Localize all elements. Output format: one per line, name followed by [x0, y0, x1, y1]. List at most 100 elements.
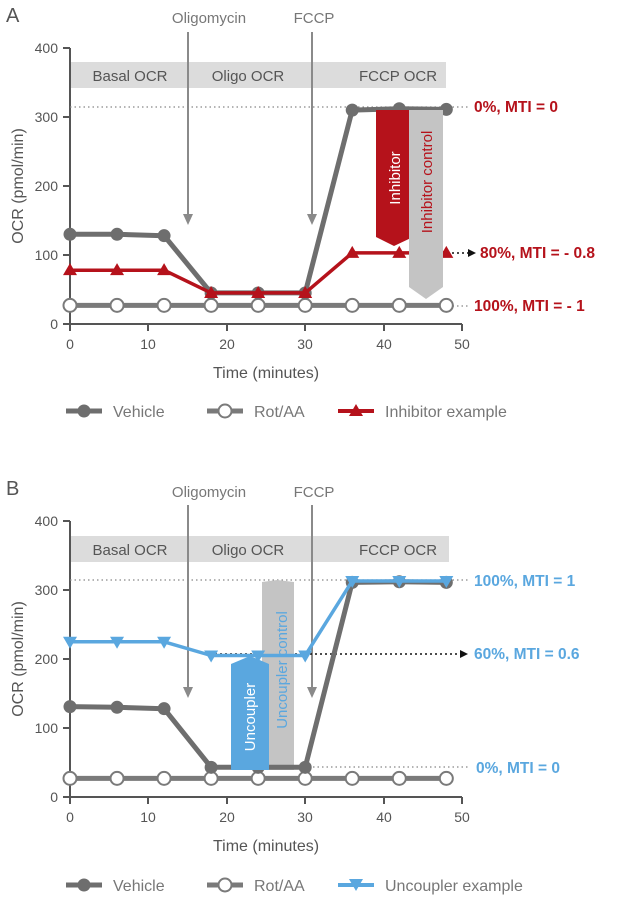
legend-label: Uncoupler example: [385, 878, 523, 895]
injection-arrow-oligomycin: [183, 505, 193, 698]
data-point-inhibitor-example: [157, 263, 172, 276]
legend-label: Rot/AA: [254, 404, 305, 421]
reference-arrowhead: [468, 249, 476, 257]
x-tick-label: 40: [376, 336, 392, 352]
legend-label: Inhibitor example: [385, 404, 507, 421]
data-point-rot-aa: [62, 770, 78, 786]
y-tick-label: 300: [35, 582, 59, 598]
data-point-vehicle: [157, 702, 171, 716]
legend-label: Rot/AA: [254, 878, 305, 895]
reference-arrowhead: [460, 650, 468, 658]
data-point-rot-aa: [391, 297, 407, 313]
data-point-inhibitor-example: [392, 245, 407, 258]
data-point-rot-aa: [391, 770, 407, 786]
y-tick-label: 300: [35, 109, 59, 125]
inhibitor-control-bar: Inhibitor control: [409, 110, 443, 299]
x-axis-label: Time (minutes): [213, 838, 319, 855]
legend-item-vehicle: Vehicle: [66, 404, 165, 421]
annotation-top: 0%, MTI = 0: [474, 99, 558, 116]
data-point-inhibitor-example: [251, 285, 266, 298]
injection-label-fccp: FCCP: [294, 484, 335, 501]
y-tick-label: 100: [35, 247, 59, 263]
series-layer: [62, 102, 454, 313]
legend-label: Vehicle: [113, 878, 165, 895]
x-tick-label: 10: [140, 336, 156, 352]
annotation-middle: 80%, MTI = - 0.8: [480, 245, 595, 262]
data-point-uncoupler-example: [204, 650, 219, 663]
annotation-top: 100%, MTI = 1: [474, 573, 576, 590]
x-tick-label: 0: [66, 809, 74, 825]
data-point-vehicle: [63, 700, 77, 714]
uncoupler-control-bar: Uncoupler control: [262, 580, 294, 770]
phase-label-fccp: FCCP OCR: [359, 542, 437, 559]
legend-item-rotaa: Rot/AA: [207, 403, 305, 421]
injection-arrow-fccp: [307, 32, 317, 225]
series-line-uncoupler-example: [70, 579, 447, 658]
x-tick-label: 20: [219, 336, 235, 352]
data-point-inhibitor-example: [110, 263, 125, 276]
y-tick-label: 400: [35, 513, 59, 529]
legend-item-uncoupler: Uncoupler example: [338, 878, 523, 895]
x-tick-label: 30: [297, 336, 313, 352]
data-point-uncoupler-example: [63, 636, 77, 649]
data-point-inhibitor-example: [63, 263, 77, 276]
annotation-bottom: 0%, MTI = 0: [476, 760, 560, 777]
data-point-uncoupler-example: [392, 576, 407, 589]
panel-letter: B: [6, 478, 19, 500]
data-point-rot-aa: [62, 297, 78, 313]
data-point-rot-aa: [156, 297, 172, 313]
uncoupler-effect-bar: Uncoupler: [231, 656, 269, 770]
control-bar-label: Inhibitor control: [419, 131, 436, 234]
data-point-rot-aa: [203, 297, 219, 313]
y-tick-label: 200: [35, 178, 59, 194]
injection-label-oligomycin: Oligomycin: [172, 10, 246, 27]
y-tick-label: 100: [35, 720, 59, 736]
data-point-uncoupler-example: [298, 650, 313, 663]
legend-item-inhibitor: Inhibitor example: [338, 404, 507, 421]
panel-b: B Basal OCR Oligo OCR FCCP OCR 400 300 2…: [6, 478, 580, 895]
data-point-rot-aa: [438, 297, 454, 313]
data-point-rot-aa: [250, 297, 266, 313]
data-point-uncoupler-example: [251, 650, 266, 663]
data-point-rot-aa: [156, 770, 172, 786]
data-point-vehicle: [157, 229, 171, 243]
annotation-middle: 60%, MTI = 0.6: [474, 646, 580, 663]
x-tick-label: 50: [454, 809, 470, 825]
x-tick-label: 50: [454, 336, 470, 352]
data-point-vehicle: [110, 700, 124, 714]
data-point-rot-aa: [344, 297, 360, 313]
y-tick-label: 200: [35, 651, 59, 667]
panel-letter: A: [6, 5, 20, 27]
injection-arrow-fccp: [307, 505, 317, 698]
phase-label-oligo: Oligo OCR: [212, 542, 285, 559]
data-point-uncoupler-example: [439, 576, 454, 589]
x-tick-label: 40: [376, 809, 392, 825]
phase-band: [71, 62, 446, 88]
data-point-vehicle: [298, 760, 312, 774]
legend-label: Vehicle: [113, 404, 165, 421]
annotation-bottom: 100%, MTI = - 1: [474, 298, 585, 315]
data-point-vehicle: [204, 760, 218, 774]
data-point-inhibitor-example: [298, 285, 313, 298]
phase-label-basal: Basal OCR: [92, 542, 167, 559]
data-point-rot-aa: [297, 297, 313, 313]
x-tick-label: 20: [219, 809, 235, 825]
y-tick-label: 0: [50, 316, 58, 332]
data-point-vehicle: [345, 103, 359, 117]
effect-bar-label: Uncoupler: [242, 683, 259, 751]
injection-label-oligomycin: Oligomycin: [172, 484, 246, 501]
y-axis-label: OCR (pmol/min): [10, 601, 27, 717]
legend: Vehicle Rot/AA Inhibitor example: [66, 403, 507, 421]
data-point-vehicle: [63, 227, 77, 241]
data-point-rot-aa: [109, 770, 125, 786]
phase-label-fccp: FCCP OCR: [359, 68, 437, 85]
control-bar-label: Uncoupler control: [274, 611, 291, 729]
legend-item-vehicle: Vehicle: [66, 878, 165, 895]
x-tick-label: 30: [297, 809, 313, 825]
data-point-vehicle: [439, 102, 453, 116]
legend-item-rotaa: Rot/AA: [207, 877, 305, 895]
inhibitor-effect-bar: Inhibitor: [376, 110, 413, 246]
effect-bar-label: Inhibitor: [387, 151, 404, 204]
phase-band: [71, 536, 449, 562]
